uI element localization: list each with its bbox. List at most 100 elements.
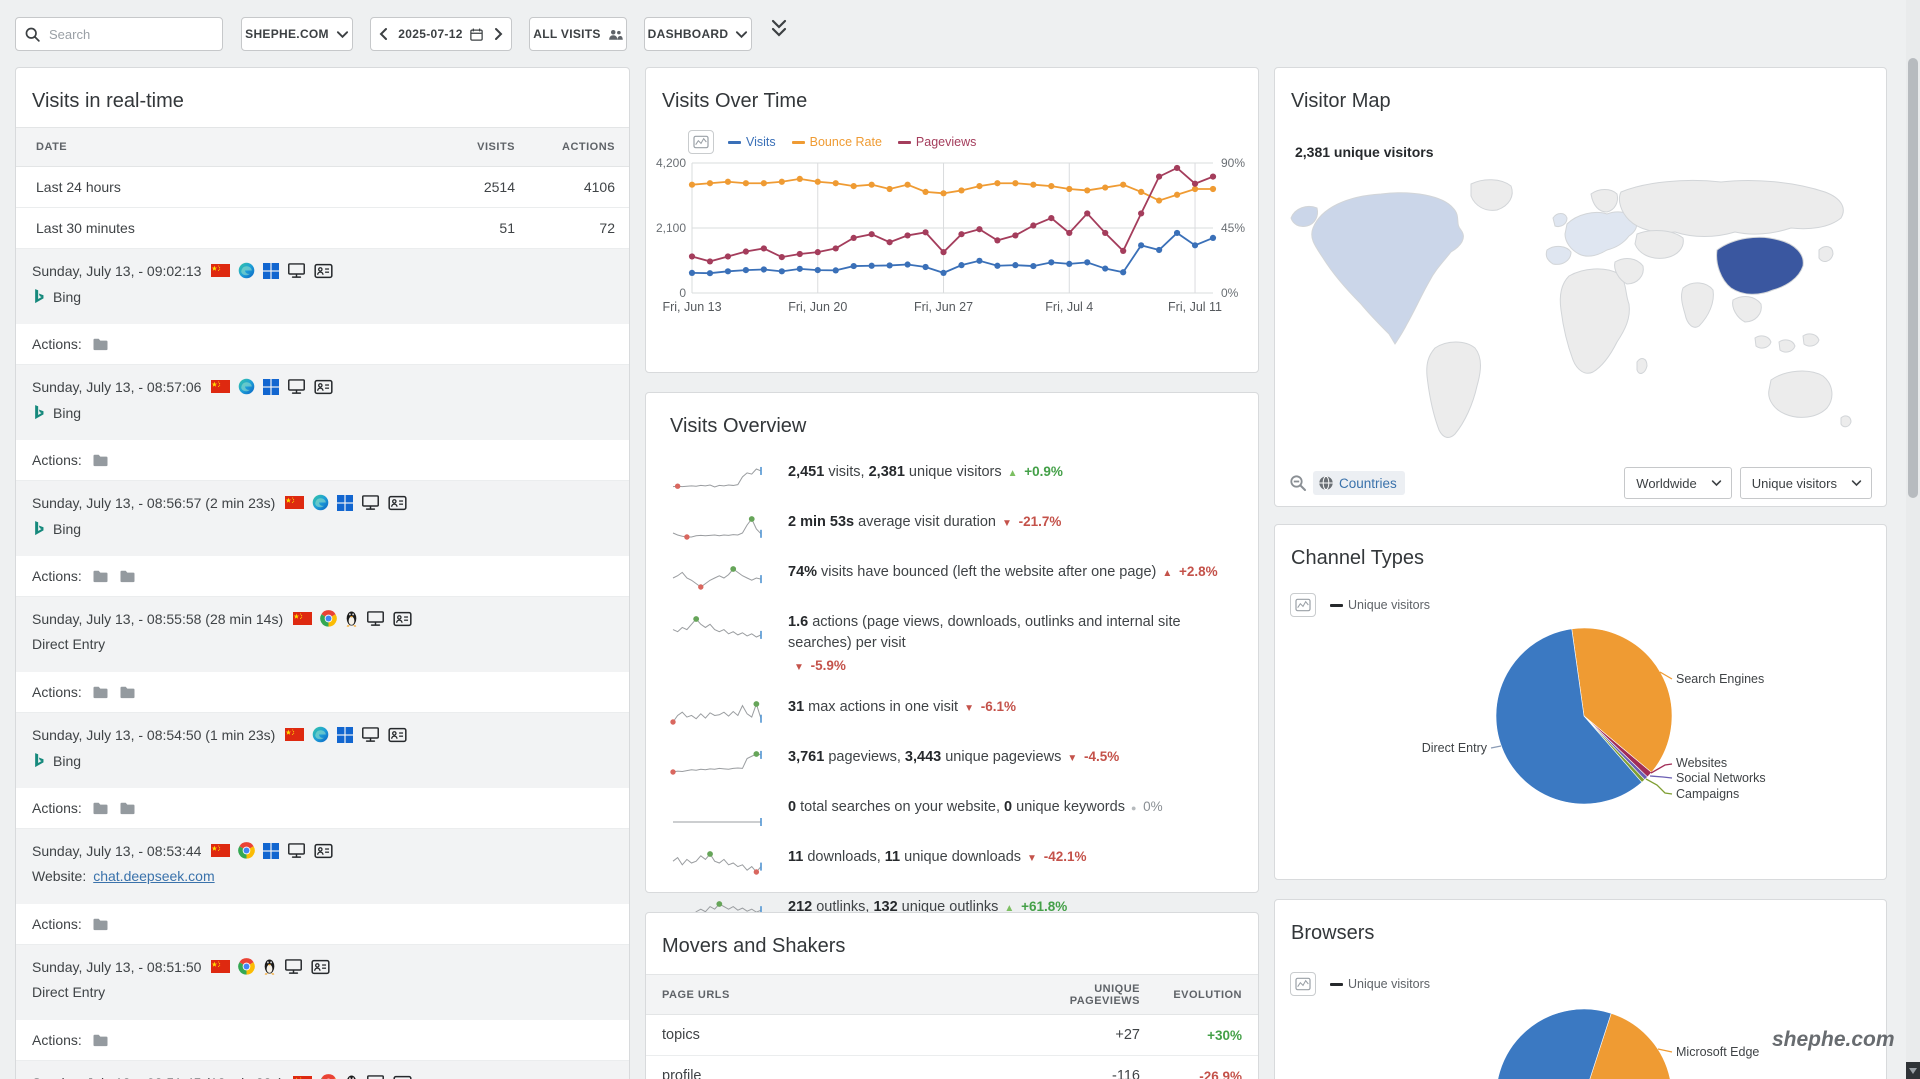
action-folder-icon[interactable]: [92, 453, 109, 467]
pie-slice[interactable]: [1495, 628, 1643, 805]
desktop-device-icon: [285, 959, 303, 974]
next-date-icon[interactable]: [494, 27, 504, 41]
overview-metric-row: 1.6 actions (page views, downloads, outl…: [646, 602, 1258, 687]
country-flag-cn-icon: [211, 264, 231, 277]
visit-row[interactable]: Sunday, July 13, - 08:53:44 Website: chat…: [16, 829, 629, 945]
action-folder-icon[interactable]: [92, 685, 109, 699]
evolution-arrow-icon: ▼: [794, 662, 804, 674]
action-folder-icon[interactable]: [119, 801, 136, 815]
action-folder-icon: [93, 802, 108, 815]
pie-slice[interactable]: [1496, 1008, 1640, 1079]
action-folder-icon[interactable]: [92, 801, 109, 815]
metric-text: 74% visits have bounced (left the websit…: [788, 564, 1218, 580]
svg-text:0: 0: [679, 286, 686, 300]
visits-over-time-chart: 4,200 90% 2,100 45% 0 0% Fri, Jun 13 Fri, Jun 2…: [656, 156, 1245, 314]
browsers-pie-chart[interactable]: Microsoft Edge: [1275, 999, 1888, 1079]
action-folder-icon[interactable]: [92, 917, 109, 931]
visit-row[interactable]: Sunday, July 13, - 08:55:58 (28 min 14s)…: [16, 597, 629, 713]
referrer-website-link[interactable]: chat.deepseek.com: [93, 868, 215, 884]
calendar-icon: [469, 27, 484, 42]
visit-row[interactable]: Sunday, July 13, - 08:57:06 Bing Actions:: [16, 365, 629, 481]
visit-datetime: Sunday, July 13, - 08:51:50: [32, 958, 202, 975]
widget-title: Visits Overview: [670, 415, 807, 437]
page-url-label[interactable]: profile: [662, 1068, 702, 1079]
visit-row[interactable]: Sunday, July 13, - 09:02:13 Bing Actions:: [16, 249, 629, 365]
dashboard-selector[interactable]: DASHBOARD: [644, 17, 752, 51]
page-url-label[interactable]: topics: [662, 1027, 700, 1043]
visits-over-time-widget: Visits Over Time Visits Bounce Rate Pagevi…: [645, 67, 1259, 373]
zoom-out-icon[interactable]: [1289, 474, 1307, 492]
search-box[interactable]: [15, 17, 223, 51]
desktop-device-icon: [288, 379, 306, 394]
desktop-device-icon: [366, 1074, 385, 1079]
bing-search-icon: [35, 289, 44, 304]
legend-item: Bounce Rate: [791, 135, 882, 149]
summary-row: Last 30 minutes 51 72: [16, 208, 629, 249]
column-header-evolution: EVOLUTION: [1173, 988, 1242, 1001]
referrer-name: Direct Entry: [32, 984, 106, 1000]
visitor-profile-icon: [314, 263, 333, 279]
visit-row[interactable]: Sunday, July 13, - 08:51:45 (18 min 38s)…: [16, 1061, 629, 1079]
chart-legend: Unique visitors: [1290, 593, 1430, 617]
visitor-profile-icon: [311, 959, 330, 974]
action-folder-icon: [120, 570, 135, 583]
countries-link[interactable]: Countries: [1313, 471, 1405, 495]
widget-title: Visits in real-time: [32, 90, 184, 112]
visit-datetime: Sunday, July 13, - 08:53:44: [32, 842, 202, 859]
evolution-arrow-icon: ▼: [1001, 518, 1012, 529]
summary-visits: 51: [499, 220, 515, 236]
map-region-select[interactable]: Worldwide: [1624, 467, 1732, 499]
action-folder-icon[interactable]: [119, 569, 136, 583]
metric-text: 2 min 53s average visit duration ▼ -21.7%: [788, 514, 1062, 530]
channel-types-pie-chart[interactable]: Search Engines Direct Entry WebsitesSocial…: [1275, 525, 1888, 881]
map-metric-select[interactable]: Unique visitors: [1739, 467, 1872, 499]
export-image-icon[interactable]: [1290, 972, 1316, 996]
movers-row[interactable]: profile -116 -26.9%: [646, 1056, 1258, 1079]
scrollbar-thumb[interactable]: [1908, 58, 1918, 498]
action-folder-icon: [93, 338, 108, 351]
windows-os-icon: [263, 378, 280, 395]
metric-sparkline: [672, 566, 762, 590]
linux-os-icon: [265, 959, 275, 975]
evolution-arrow-icon: ▼: [964, 703, 974, 715]
summary-label: Last 30 minutes: [36, 220, 135, 236]
action-folder-icon[interactable]: [119, 685, 136, 699]
edge-browser-icon: [238, 262, 255, 279]
action-folder-icon[interactable]: [92, 569, 109, 583]
visitor-profile-icon: [314, 843, 333, 859]
column-header-visits: VISITS: [477, 141, 515, 153]
collapse-widgets-icon[interactable]: [770, 19, 788, 38]
world-map[interactable]: [1285, 166, 1878, 464]
visit-row[interactable]: Sunday, July 13, - 08:54:50 (1 min 23s) B…: [16, 713, 629, 829]
svg-text:4,200: 4,200: [656, 156, 686, 170]
movers-row[interactable]: topics +27 +30%: [646, 1015, 1258, 1056]
pie-slice-label: Websites: [1676, 756, 1727, 770]
visit-row[interactable]: Sunday, July 13, - 08:51:50 Direct Entry A…: [16, 945, 629, 1061]
visitor-profile-icon: [314, 379, 333, 395]
site-selector[interactable]: SHEPHE.COM: [241, 17, 353, 51]
search-input[interactable]: [47, 25, 201, 43]
linux-os-icon: [347, 1075, 356, 1079]
windows-os-icon: [263, 262, 280, 279]
evolution-percent: -6.1%: [976, 699, 1017, 715]
actions-label: Actions:: [32, 336, 82, 352]
action-folder-icon[interactable]: [92, 337, 109, 351]
metric-text: 2,451 visits, 2,381 unique visitors ▲ +0.…: [788, 464, 1063, 480]
country-flag-cn-icon: [211, 844, 231, 857]
desktop-device-icon: [288, 843, 306, 858]
date-range-picker[interactable]: 2025-07-12: [370, 17, 512, 51]
svg-text:Fri, Jun 27: Fri, Jun 27: [914, 300, 973, 314]
vertical-scrollbar[interactable]: [1906, 0, 1920, 1079]
action-folder-icon[interactable]: [92, 1033, 109, 1047]
previous-date-icon[interactable]: [378, 27, 388, 41]
movers-shakers-widget: Movers and Shakers PAGE URLS UNIQUE PAGE…: [645, 912, 1259, 1079]
referrer-name: Bing: [53, 288, 82, 305]
export-image-icon[interactable]: [1290, 593, 1316, 617]
realtime-table-header: DATE VISITS ACTIONS: [16, 127, 629, 167]
scrollbar-down-button[interactable]: [1906, 1062, 1920, 1079]
export-image-icon[interactable]: [688, 130, 714, 154]
column-header-unique-pageviews: UNIQUE PAGEVIEWS: [1069, 982, 1140, 1007]
visit-row[interactable]: Sunday, July 13, - 08:56:57 (2 min 23s) B…: [16, 481, 629, 597]
segment-selector[interactable]: ALL VISITS: [529, 17, 627, 51]
visit-actions-row: Actions:: [16, 788, 629, 829]
